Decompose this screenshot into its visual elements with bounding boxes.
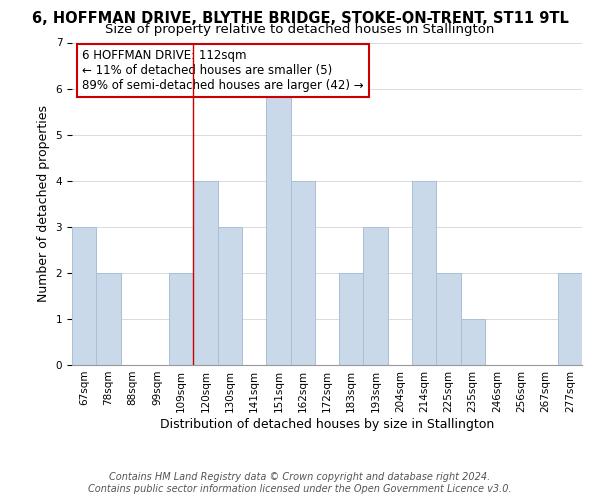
Bar xyxy=(169,273,193,365)
Bar xyxy=(72,227,96,365)
Bar xyxy=(96,273,121,365)
Y-axis label: Number of detached properties: Number of detached properties xyxy=(37,106,50,302)
Bar xyxy=(364,227,388,365)
Text: 6 HOFFMAN DRIVE: 112sqm
← 11% of detached houses are smaller (5)
89% of semi-det: 6 HOFFMAN DRIVE: 112sqm ← 11% of detache… xyxy=(82,49,364,92)
Bar xyxy=(193,180,218,365)
Bar xyxy=(558,273,582,365)
Bar xyxy=(339,273,364,365)
Text: 6, HOFFMAN DRIVE, BLYTHE BRIDGE, STOKE-ON-TRENT, ST11 9TL: 6, HOFFMAN DRIVE, BLYTHE BRIDGE, STOKE-O… xyxy=(32,11,568,26)
Bar xyxy=(218,227,242,365)
X-axis label: Distribution of detached houses by size in Stallington: Distribution of detached houses by size … xyxy=(160,418,494,430)
Bar xyxy=(412,180,436,365)
Text: Size of property relative to detached houses in Stallington: Size of property relative to detached ho… xyxy=(106,22,494,36)
Bar xyxy=(266,88,290,365)
Bar xyxy=(461,319,485,365)
Bar xyxy=(436,273,461,365)
Bar xyxy=(290,180,315,365)
Text: Contains HM Land Registry data © Crown copyright and database right 2024.
Contai: Contains HM Land Registry data © Crown c… xyxy=(88,472,512,494)
